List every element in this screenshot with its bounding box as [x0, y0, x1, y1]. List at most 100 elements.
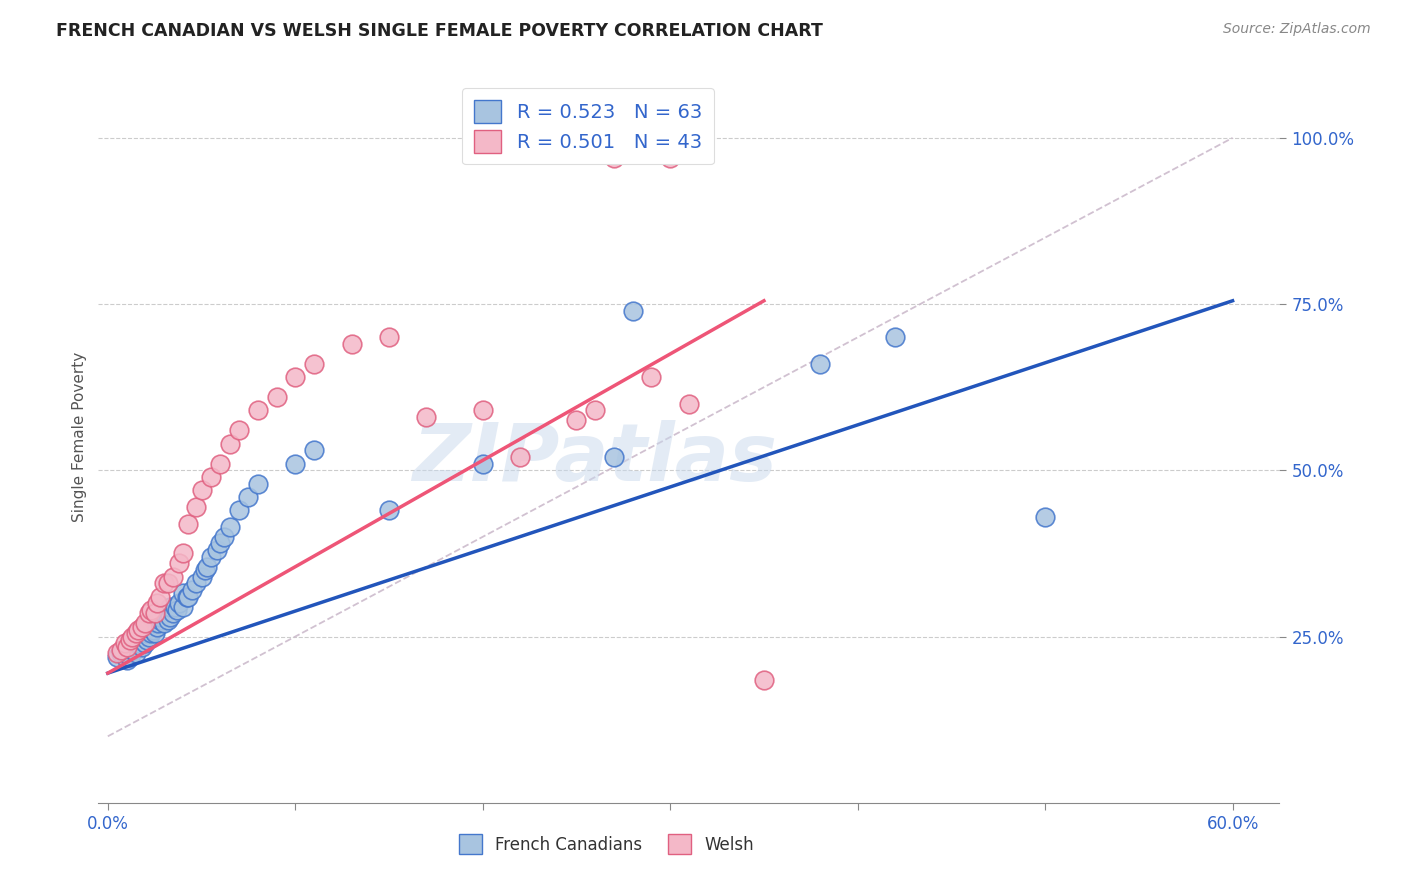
Point: [114, 636, 136, 650]
Point: [145, 596, 167, 610]
Point: [159, 609, 181, 624]
Point: [212, 530, 235, 544]
Point: [1033, 509, 1056, 524]
Point: [340, 337, 363, 351]
Point: [149, 609, 172, 624]
Point: [121, 643, 143, 657]
Point: [153, 616, 176, 631]
Point: [136, 632, 159, 647]
Point: [808, 357, 831, 371]
Point: [162, 570, 184, 584]
Point: [139, 603, 162, 617]
Point: [159, 599, 181, 614]
Point: [120, 649, 142, 664]
Point: [471, 457, 494, 471]
Text: ZIPatlas: ZIPatlas: [412, 420, 778, 498]
Point: [190, 570, 212, 584]
Point: [471, 403, 494, 417]
Point: [115, 640, 138, 654]
Point: [127, 632, 149, 647]
Point: [228, 424, 250, 438]
Point: [125, 636, 148, 650]
Point: [284, 457, 307, 471]
Point: [884, 330, 907, 344]
Point: [120, 636, 142, 650]
Point: [166, 603, 188, 617]
Point: [678, 397, 700, 411]
Point: [194, 563, 217, 577]
Point: [125, 646, 148, 660]
Point: [205, 543, 228, 558]
Point: [127, 626, 149, 640]
Text: FRENCH CANADIAN VS WELSH SINGLE FEMALE POVERTY CORRELATION CHART: FRENCH CANADIAN VS WELSH SINGLE FEMALE P…: [56, 22, 823, 40]
Point: [218, 520, 240, 534]
Point: [131, 640, 153, 654]
Point: [603, 151, 626, 165]
Point: [172, 586, 194, 600]
Text: Source: ZipAtlas.com: Source: ZipAtlas.com: [1223, 22, 1371, 37]
Point: [138, 619, 160, 633]
Point: [200, 549, 222, 564]
Point: [138, 630, 160, 644]
Point: [143, 607, 166, 621]
Point: [246, 476, 269, 491]
Point: [165, 599, 187, 614]
Point: [583, 403, 606, 417]
Point: [176, 590, 198, 604]
Point: [134, 616, 156, 631]
Point: [136, 626, 159, 640]
Point: [184, 500, 207, 514]
Point: [156, 576, 179, 591]
Point: [209, 457, 232, 471]
Point: [565, 413, 588, 427]
Point: [209, 536, 232, 550]
Point: [181, 582, 204, 597]
Point: [115, 653, 138, 667]
Point: [105, 646, 128, 660]
Point: [134, 623, 156, 637]
Point: [184, 576, 207, 591]
Point: [149, 590, 172, 604]
Point: [138, 607, 160, 621]
Point: [162, 607, 184, 621]
Point: [143, 616, 166, 631]
Y-axis label: Single Female Poverty: Single Female Poverty: [72, 352, 87, 522]
Point: [621, 303, 644, 318]
Point: [752, 673, 775, 687]
Point: [153, 576, 176, 591]
Point: [415, 410, 437, 425]
Point: [228, 503, 250, 517]
Point: [110, 643, 132, 657]
Point: [378, 330, 401, 344]
Point: [145, 619, 167, 633]
Point: [167, 557, 190, 571]
Point: [659, 151, 682, 165]
Point: [142, 623, 165, 637]
Point: [149, 613, 172, 627]
Point: [105, 649, 128, 664]
Point: [302, 357, 325, 371]
Point: [603, 450, 626, 464]
Point: [148, 616, 170, 631]
Point: [172, 546, 194, 560]
Point: [156, 613, 179, 627]
Point: [131, 619, 153, 633]
Point: [200, 470, 222, 484]
Point: [111, 643, 134, 657]
Point: [143, 626, 166, 640]
Point: [127, 623, 149, 637]
Point: [218, 436, 240, 450]
Point: [139, 626, 162, 640]
Point: [190, 483, 212, 498]
Point: [246, 403, 269, 417]
Point: [509, 450, 531, 464]
Point: [167, 596, 190, 610]
Point: [195, 559, 218, 574]
Point: [302, 443, 325, 458]
Legend: French Canadians, Welsh: French Canadians, Welsh: [453, 828, 761, 860]
Point: [131, 630, 153, 644]
Point: [640, 370, 662, 384]
Point: [238, 490, 260, 504]
Point: [121, 630, 143, 644]
Point: [153, 607, 176, 621]
